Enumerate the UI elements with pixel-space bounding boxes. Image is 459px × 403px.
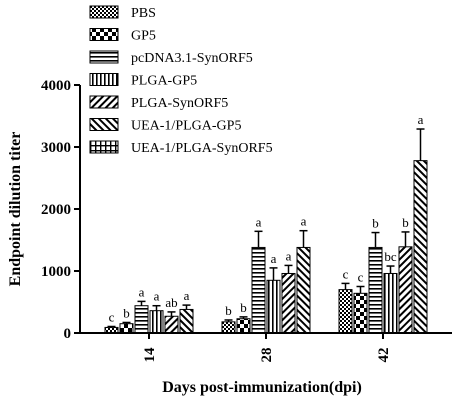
bar: [383, 272, 398, 334]
significance-label: a: [139, 284, 145, 299]
legend-swatch: [89, 5, 119, 19]
bar: [338, 289, 353, 334]
legend-swatch: [89, 95, 119, 109]
legend-label: PLGA-GP5: [131, 74, 197, 89]
significance-label: b: [123, 305, 130, 320]
bar: [413, 160, 428, 334]
bar: [353, 292, 368, 334]
bar: [236, 318, 251, 334]
legend: PBS GP5 pcDNA3.1-SynORF5 PLGA-GP5 PLGA-SynOR…: [89, 5, 273, 156]
legend-label: GP5: [131, 29, 156, 44]
x-tick-label: 14: [142, 347, 158, 363]
significance-label: b: [402, 215, 409, 230]
ticks: 0 1000 2000 3000 4000 14 28 42: [41, 78, 392, 363]
bar: [179, 308, 194, 334]
significance-label: b: [372, 216, 379, 231]
legend-label: PBS: [131, 6, 156, 21]
legend-swatch: [89, 28, 119, 41]
significance-label: a: [418, 112, 424, 127]
bar: [164, 315, 179, 334]
y-tick-label: 1000: [41, 264, 71, 280]
significance-label: a: [154, 289, 160, 304]
bar: [398, 246, 413, 334]
significance-label: a: [256, 214, 262, 229]
y-tick-label: 4000: [41, 78, 71, 94]
bar: [119, 323, 134, 334]
legend-swatch: [89, 140, 119, 154]
bar: [251, 246, 266, 334]
legend-label: UEA-1/PLGA-GP5: [131, 119, 241, 134]
legend-label: PLGA-SynORF5: [131, 96, 228, 111]
significance-label: a: [286, 248, 292, 263]
significance-label: c: [343, 266, 349, 281]
legend-label: UEA-1/PLGA-SynORF5: [131, 141, 273, 156]
y-tick-label: 2000: [41, 202, 71, 218]
bar: [281, 272, 296, 334]
x-tick-label: 28: [259, 348, 275, 363]
bar: [221, 321, 236, 334]
significance-label: a: [301, 214, 307, 229]
legend-swatch: [89, 73, 119, 86]
bar: [134, 305, 149, 334]
bar: [368, 246, 383, 334]
bar: [296, 246, 311, 334]
significance-label: bc: [384, 249, 397, 264]
x-axis-title: Days post-immunization(dpi): [162, 379, 362, 396]
significance-label: c: [109, 309, 115, 324]
y-tick-label: 0: [64, 326, 72, 342]
bar: [149, 310, 164, 334]
significance-label: c: [358, 270, 364, 285]
x-tick-label: 42: [376, 348, 392, 363]
significance-label: b: [225, 303, 232, 318]
legend-swatch: [89, 118, 119, 131]
significance-label: ab: [165, 295, 177, 310]
significance-label: b: [240, 300, 247, 315]
significance-label: a: [184, 288, 190, 303]
legend-label: pcDNA3.1-SynORF5: [131, 51, 253, 66]
legend-swatch: [89, 50, 119, 64]
y-axis-title: Endpoint dilution titer: [7, 132, 24, 287]
y-tick-label: 3000: [41, 140, 71, 156]
bar: [266, 279, 281, 334]
significance-label: a: [271, 251, 277, 266]
